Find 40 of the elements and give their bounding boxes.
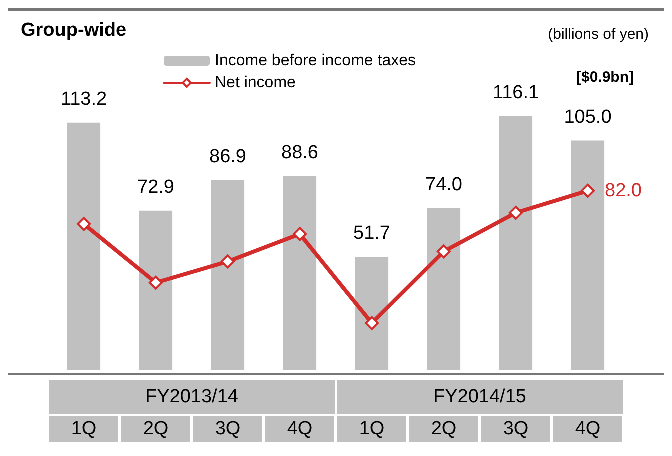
data-label: 88.6 [282,142,318,164]
data-label: 113.2 [60,88,108,110]
data-label: 105.0 [564,106,612,128]
x-tick-label: 1Q [359,418,385,440]
text: FY2014/15 [434,386,526,408]
legend-label: Income before income taxes [215,52,416,70]
x-tick-label: 4Q [575,418,601,440]
text: [$0.9bn] [576,69,634,86]
point [509,206,523,220]
bar [427,208,461,370]
data-label: 82.0 [605,180,642,202]
x-tick-label: 2Q [143,418,169,440]
point [221,254,235,269]
chart-subtitle: (billions of yen) [548,26,650,43]
x-tick-label: 2Q [431,418,457,440]
bar [283,176,317,370]
bar [499,116,533,370]
data-label: 116.1 [492,82,540,104]
data-label: 51.7 [354,223,390,244]
x-tick-label: 4Q [287,418,313,440]
x-tick-label: 3Q [215,418,241,440]
bar [355,257,389,370]
bar [211,180,245,370]
point [149,276,163,290]
x-tick-label: 3Q [503,418,529,440]
bar [571,140,605,370]
bar [67,122,101,370]
point [365,316,379,330]
point [293,227,307,242]
legend-label: Net income [215,74,296,92]
point [581,184,595,198]
point [437,244,451,259]
chart-title: Group-wide [21,20,127,41]
data-label: 74.0 [426,174,462,196]
point [77,217,91,232]
x-tick-label: 1Q [71,418,97,440]
data-label: 86.9 [210,146,246,168]
text: FY2013/14 [146,386,239,408]
data-label: 72.9 [138,176,174,198]
bar [139,210,173,370]
